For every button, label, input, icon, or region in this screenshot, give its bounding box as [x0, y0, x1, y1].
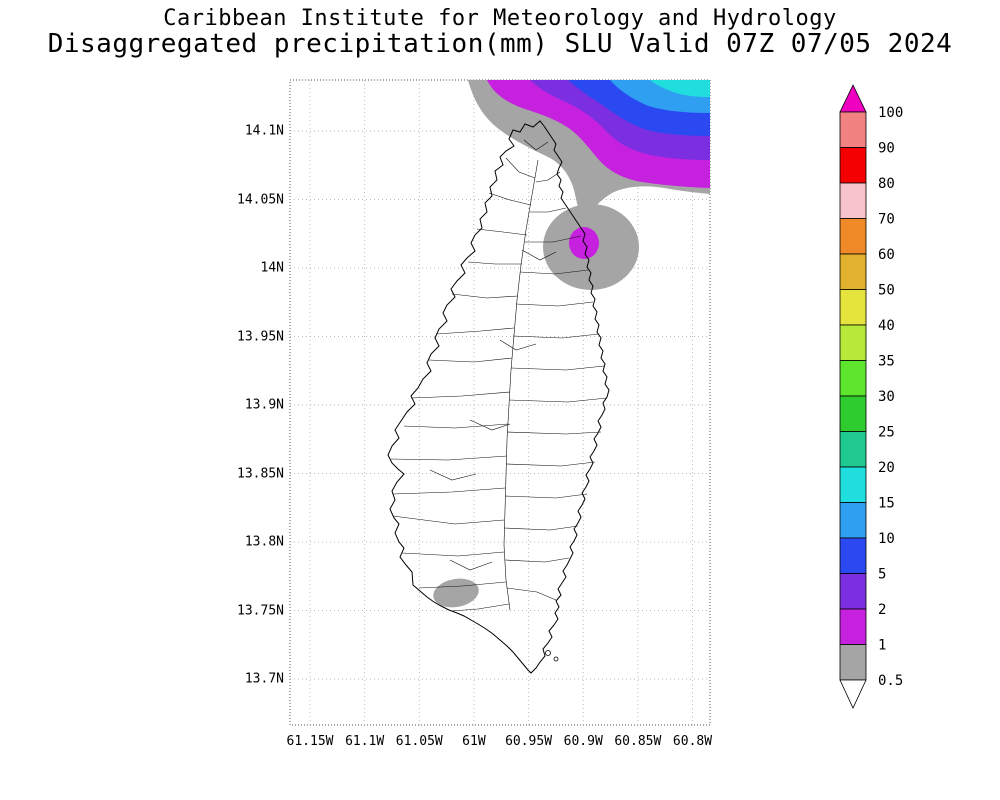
colorbar-tick-label: 60 [878, 247, 895, 263]
offshore-islets [545, 650, 559, 662]
colorbar-tick-label: 25 [878, 425, 895, 441]
precip-shade-gray-southwest-cell [433, 578, 479, 608]
island-coastline [387, 120, 610, 674]
colorbar-segment [839, 395, 867, 432]
colorbar-segment [839, 218, 867, 255]
colorbar-tick-label: 0.5 [878, 673, 903, 689]
colorbar-tick-label: 70 [878, 212, 895, 228]
colorbar-segment [839, 289, 867, 326]
colorbar-tick-label: 10 [878, 531, 895, 547]
product-title: Disaggregated precipitation(mm) SLU Vali… [47, 29, 953, 59]
colorbar-tick-label: 15 [878, 496, 895, 512]
colorbar-tick-label: 40 [878, 318, 895, 334]
colorbar-segment [839, 537, 867, 574]
colorbar-tick-label: 80 [878, 176, 895, 192]
colorbar-segment [839, 608, 867, 645]
colorbar-segment [839, 111, 867, 148]
colorbar-segment [839, 253, 867, 290]
colorbar-tick-label: 100 [878, 105, 903, 121]
watershed-boundaries [390, 139, 608, 612]
colorbar-tick-label: 2 [878, 602, 886, 618]
colorbar-segment [839, 573, 867, 610]
colorbar-tick-label: 5 [878, 567, 886, 583]
colorbar-segment [839, 502, 867, 539]
colorbar-segment [839, 324, 867, 361]
institute-title: Caribbean Institute for Meteorology and … [163, 6, 837, 31]
colorbar-segment [839, 360, 867, 397]
colorbar-tick-label: 90 [878, 141, 895, 157]
colorbar-segment [839, 147, 867, 184]
colorbar-arrow-top [839, 84, 867, 113]
colorbar-tick-label: 1 [878, 638, 886, 654]
precip-shading [433, 80, 710, 608]
colorbar-segment [839, 466, 867, 503]
precip-shade-15-20 [650, 80, 710, 97]
saint-lucia-map [387, 120, 610, 674]
colorbar-tick-label: 20 [878, 460, 895, 476]
colorbar-svg: 100 90 80 70 60 50 40 35 30 25 20 15 10 5 2 1 0.5 [839, 84, 903, 709]
colorbar-segment [839, 431, 867, 468]
colorbar-arrow-bottom [839, 679, 867, 709]
colorbar-tick-label: 30 [878, 389, 895, 405]
colorbar-segment [839, 182, 867, 219]
colorbar-tick-label: 35 [878, 354, 895, 370]
colorbar-tick-label: 50 [878, 283, 895, 299]
colorbar-segment [839, 644, 867, 681]
